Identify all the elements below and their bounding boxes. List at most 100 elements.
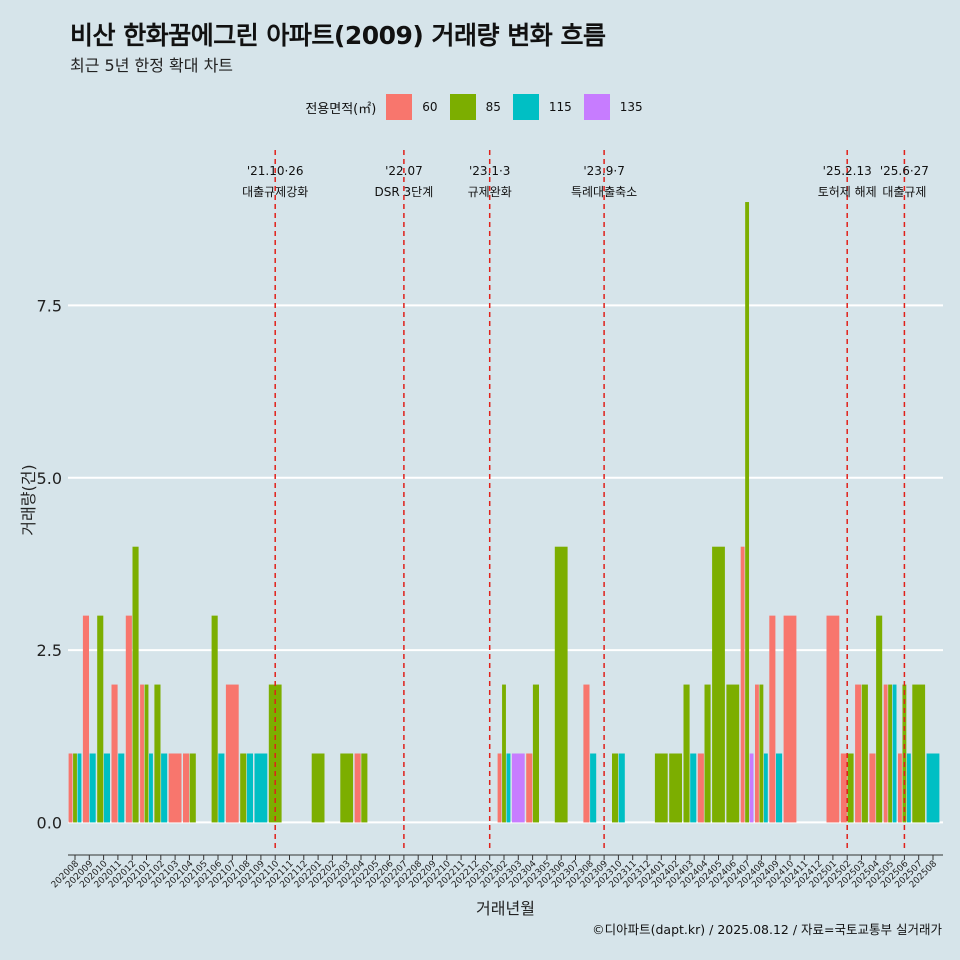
bar-202401-85 (654, 753, 668, 823)
annotation-label: 특례대출축소 (571, 185, 637, 199)
bar-202104-85 (189, 753, 196, 823)
y-tick-label: 2.5 (37, 641, 62, 660)
bar-202009-115 (89, 753, 96, 823)
legend: 전용면적(㎡) 60 85 115 135 (0, 93, 960, 121)
bar-202008-60 (68, 753, 73, 823)
bar-202404-60 (697, 753, 704, 823)
legend-title: 전용면적(㎡) (305, 101, 377, 117)
bar-202109-115 (254, 753, 268, 823)
bar-202108-115 (246, 753, 253, 823)
source-caption: ©디아파트(dapt.kr) / 2025.08.12 / 자료=국토교통부 실… (592, 922, 942, 937)
bar-202204-85 (361, 753, 368, 823)
bar-202502-60 (840, 753, 847, 823)
annotation-date: '25.2.13 (823, 164, 872, 178)
bar-202104-60 (183, 753, 190, 823)
bar-202507-85 (912, 684, 926, 823)
annotation-label: 규제완화 (468, 185, 512, 199)
chart-title: 비산 한화꿈에그린 아파트(2009) 거래량 변화 흐름 (70, 21, 606, 50)
y-axis-title: 거래량(건) (19, 464, 38, 535)
bar-202008-85 (73, 753, 77, 823)
bar-202308-60 (583, 684, 590, 823)
bar-202108-85 (240, 753, 247, 823)
bar-202506-115 (906, 753, 911, 823)
bar-202405-85 (712, 546, 725, 823)
bar-202302-60 (497, 753, 502, 823)
bar-202409-115 (776, 753, 783, 823)
bar-202505-85 (888, 684, 893, 823)
bar-202310-85 (612, 753, 619, 823)
bar-202409-60 (769, 615, 776, 823)
legend-label-115: 115 (548, 100, 572, 114)
bar-202404-85 (704, 684, 711, 823)
bar-202502-85 (847, 753, 854, 823)
bar-202106-115 (218, 753, 225, 823)
bar-202010-85 (97, 615, 104, 823)
annotation-date: '22.07 (385, 164, 423, 178)
bar-202408-60 (755, 684, 759, 823)
bar-202505-115 (892, 684, 897, 823)
annotation-date: '23.1·3 (469, 164, 510, 178)
bar-202503-60 (855, 684, 862, 823)
bar-202505-60 (883, 684, 888, 823)
bar-202203-85 (340, 753, 354, 823)
bar-202101-115 (149, 753, 153, 823)
chart-subtitle: 최근 5년 한정 확대 차트 (70, 56, 234, 75)
bar-202508-115 (926, 753, 940, 823)
legend-swatch-85 (449, 94, 476, 120)
bar-202506-60 (898, 753, 902, 823)
bar-202407-85 (745, 202, 750, 823)
bar-202310-115 (618, 753, 625, 823)
bar-202010-115 (103, 753, 110, 823)
annotation-date: '21.10·26 (247, 164, 304, 178)
bar-202011-60 (111, 684, 118, 823)
bar-202102-115 (161, 753, 168, 823)
bar-202501-60 (826, 615, 840, 823)
bar-202306-85 (554, 546, 568, 823)
bar-202402-85 (669, 753, 682, 823)
annotation-label: DSR 3단계 (375, 185, 434, 199)
legend-label-135: 135 (619, 100, 643, 114)
legend-item-135: 135 (583, 94, 643, 120)
bar-202408-85 (759, 684, 764, 823)
bar-202302-115 (506, 753, 511, 823)
bar-202201-85 (311, 753, 325, 823)
bar-202504-85 (876, 615, 883, 823)
bar-202302-85 (502, 684, 506, 823)
bar-202103-60 (168, 753, 182, 823)
legend-swatch-60 (386, 94, 413, 120)
bar-202303-135 (511, 753, 525, 823)
legend-label-60: 60 (422, 100, 438, 114)
y-tick-label: 5.0 (37, 469, 62, 488)
legend-item-115: 115 (512, 94, 572, 120)
bar-202407-60 (740, 546, 745, 823)
bar-202012-60 (125, 615, 132, 823)
bar-202106-85 (211, 615, 218, 823)
bar-202503-85 (861, 684, 868, 823)
bar-202102-85 (154, 684, 161, 823)
bar-202009-60 (82, 615, 89, 823)
bar-202101-60 (140, 684, 144, 823)
legend-item-85: 85 (449, 94, 501, 120)
annotation-label: 토허제 해제 (818, 185, 877, 199)
annotation-label: 대출규제 (882, 185, 926, 199)
annotation-date: '23.9·7 (583, 164, 624, 178)
bar-202407-135 (749, 753, 754, 823)
legend-swatch-115 (512, 94, 539, 120)
bar-202403-85 (683, 684, 690, 823)
bar-202304-85 (532, 684, 539, 823)
bar-202204-60 (354, 753, 361, 823)
bar-202101-85 (144, 684, 149, 823)
annotation-label: 대출규제강화 (242, 185, 308, 199)
bar-202304-60 (526, 753, 533, 823)
bar-202008-115 (77, 753, 82, 823)
bar-202107-60 (225, 684, 239, 823)
bar-202012-85 (132, 546, 139, 823)
bar-202408-115 (763, 753, 768, 823)
annotation-date: '25.6·27 (880, 164, 929, 178)
bar-202011-115 (118, 753, 125, 823)
bar-202410-60 (783, 615, 797, 823)
legend-label-85: 85 (485, 100, 501, 114)
x-axis-title: 거래년월 (476, 899, 535, 918)
y-tick-label: 7.5 (37, 296, 62, 315)
